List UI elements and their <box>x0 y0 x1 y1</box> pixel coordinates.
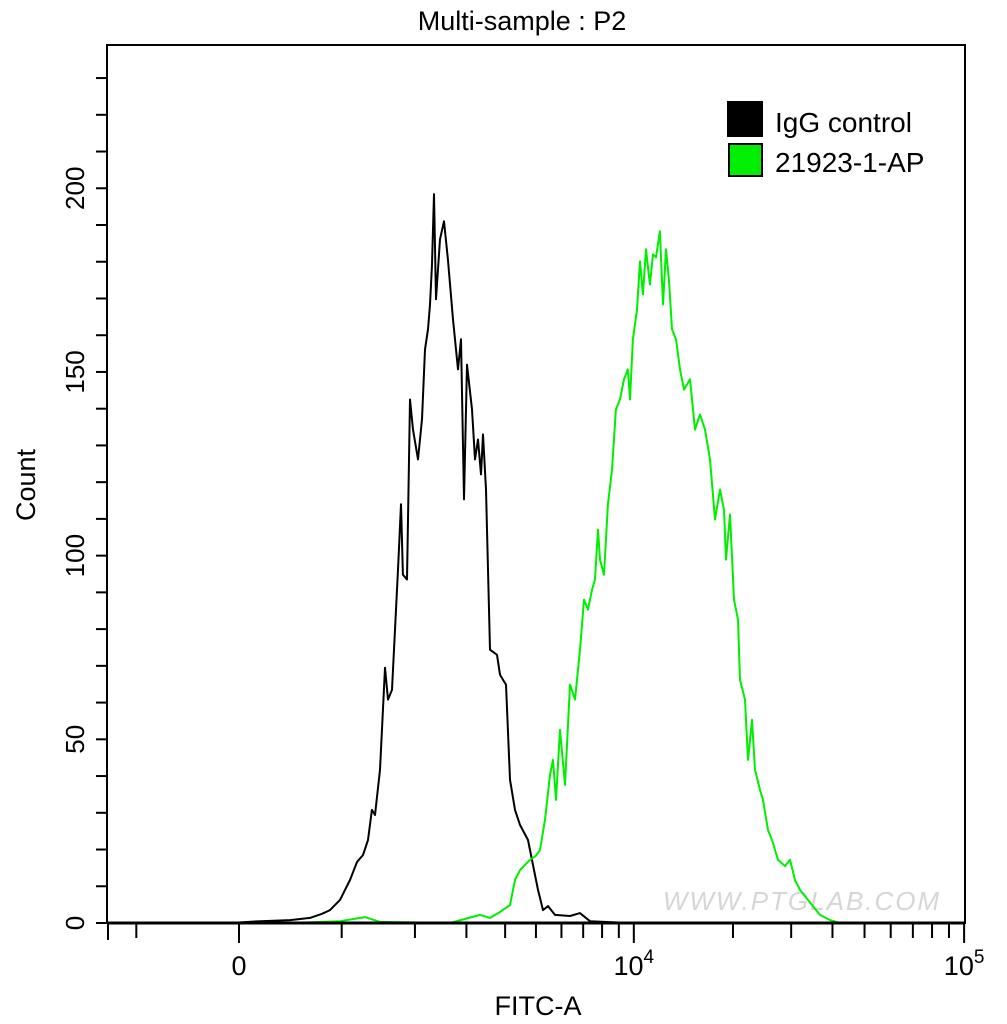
legend: IgG control 21923-1-AP <box>727 101 924 178</box>
series-line-21923-1-ap <box>290 230 841 924</box>
y-tick-label: 0 <box>60 916 90 930</box>
x-tick-label: 105 <box>944 947 985 981</box>
y-tick-label: 50 <box>60 725 90 754</box>
series-line-igg-control <box>229 193 631 924</box>
y-tick-label: 100 <box>60 534 90 577</box>
legend-label-igg-control: IgG control <box>775 107 912 138</box>
legend-swatch-igg-control <box>727 101 763 137</box>
chart-title: Multi-sample : P2 <box>418 6 627 36</box>
x-axis-label: FITC-A <box>495 991 582 1021</box>
x-tick-label: 0 <box>231 951 246 981</box>
legend-label-21923-1-ap: 21923-1-AP <box>775 147 924 178</box>
y-tick-label: 200 <box>60 167 90 210</box>
series-layer <box>229 193 841 924</box>
x-tick-label: 104 <box>614 947 655 981</box>
axes: 0 50 100 150 200 0 104 105 <box>60 77 985 981</box>
y-tick-label: 150 <box>60 350 90 393</box>
legend-swatch-21923-1-ap <box>728 143 763 177</box>
watermark: WWW.PTGLAB.COM <box>663 886 941 916</box>
y-axis-label: Count <box>11 448 41 521</box>
